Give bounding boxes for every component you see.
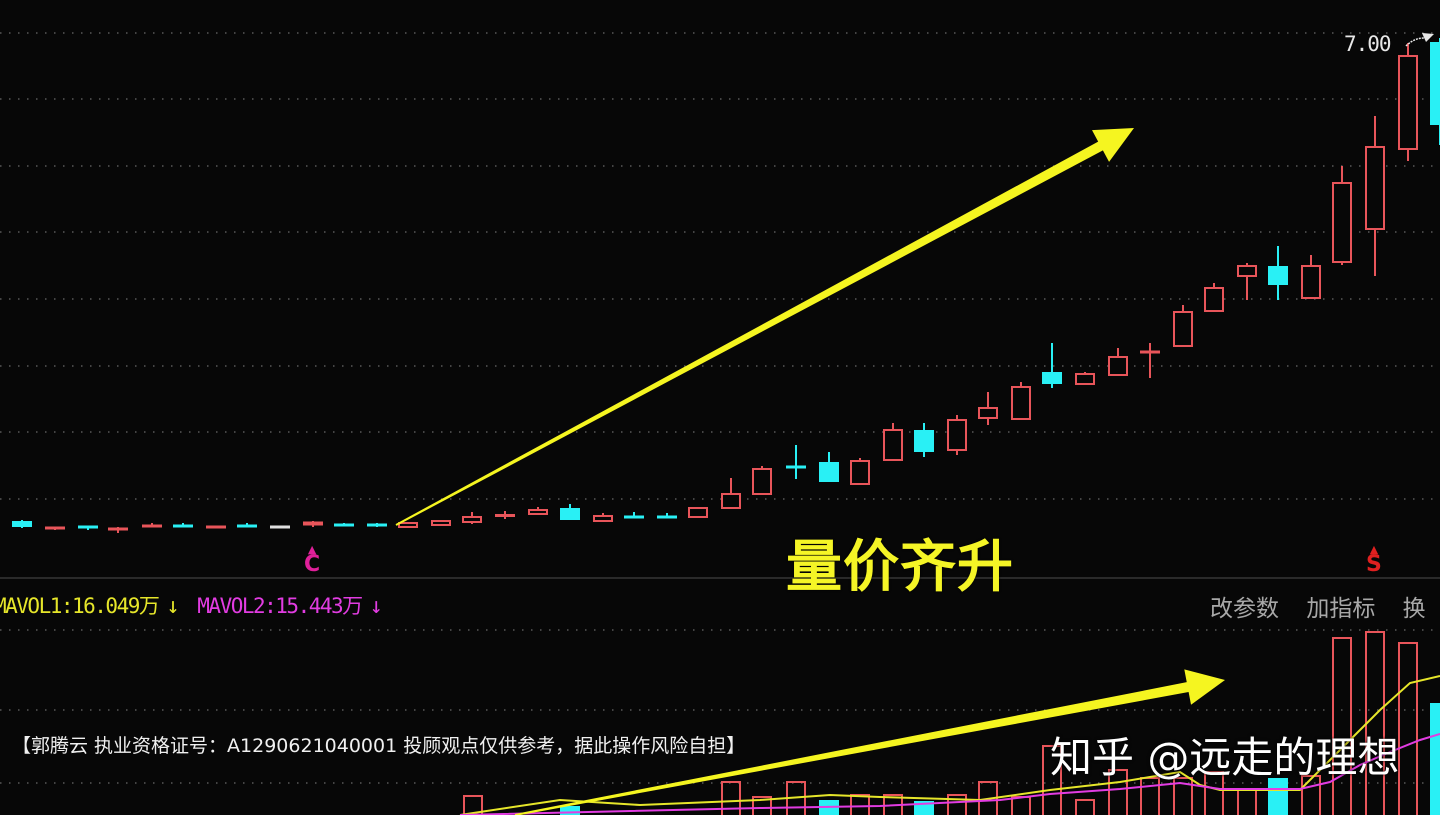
trend-arrows bbox=[395, 128, 1225, 815]
candle bbox=[462, 512, 482, 524]
candle bbox=[1398, 43, 1418, 161]
buy-marker-c[interactable]: ▲ C bbox=[304, 543, 321, 577]
candle bbox=[883, 423, 903, 461]
candle bbox=[367, 523, 387, 527]
volume-legend: MAVOL1:16.049万 ↓ MAVOL2:15.443万 ↓ bbox=[0, 590, 383, 620]
trend-arrow-icon bbox=[395, 128, 1134, 526]
candle bbox=[1430, 38, 1440, 145]
volume-ma-lines bbox=[459, 675, 1440, 815]
trend-arrow-icon bbox=[514, 669, 1225, 815]
candle bbox=[334, 523, 354, 527]
volume-bar bbox=[1011, 796, 1031, 815]
marker-up-icon: ▲ bbox=[1369, 543, 1379, 556]
candle bbox=[78, 525, 98, 530]
mavol2-value: MAVOL2:15.443万 bbox=[197, 594, 363, 618]
mavol1-line bbox=[459, 675, 1440, 815]
candle bbox=[786, 445, 806, 479]
candle bbox=[1075, 372, 1095, 385]
candle bbox=[688, 507, 708, 518]
candle bbox=[1204, 283, 1224, 312]
candle bbox=[45, 526, 65, 530]
candle bbox=[108, 527, 128, 533]
candle bbox=[1011, 382, 1031, 420]
volume-bar bbox=[463, 795, 483, 815]
volume-bar bbox=[1268, 778, 1288, 815]
volume-bar bbox=[1173, 777, 1193, 815]
volume-bar bbox=[1075, 799, 1095, 815]
switch-button[interactable]: 换 bbox=[1402, 596, 1426, 622]
volume-bar bbox=[1108, 769, 1128, 815]
volume-bar bbox=[1430, 703, 1440, 815]
volume-bar bbox=[850, 794, 870, 815]
marker-label: C bbox=[304, 552, 321, 577]
candle bbox=[560, 504, 580, 520]
volume-bar bbox=[1204, 771, 1224, 815]
candle bbox=[593, 513, 613, 522]
marker-label: S bbox=[1366, 552, 1382, 577]
candle bbox=[752, 466, 772, 495]
headline-annotation: 量价齐升 bbox=[786, 535, 1014, 600]
candle bbox=[237, 523, 257, 528]
candle bbox=[1268, 246, 1288, 300]
sell-marker-s[interactable]: ▲ S bbox=[1366, 543, 1382, 577]
candle bbox=[495, 511, 515, 519]
candle bbox=[270, 525, 290, 529]
candle bbox=[398, 522, 418, 528]
candle bbox=[1140, 343, 1160, 378]
candlesticks bbox=[12, 38, 1440, 533]
volume-bar bbox=[1237, 789, 1257, 815]
volume-bar bbox=[786, 781, 806, 815]
modify-params-button[interactable]: 改参数 bbox=[1210, 596, 1279, 622]
candle bbox=[819, 452, 839, 482]
watermark: 知乎 @远走的理想 bbox=[1050, 733, 1400, 782]
down-arrow-icon: ↓ bbox=[166, 594, 179, 619]
add-indicator-button[interactable]: 加指标 bbox=[1306, 596, 1376, 622]
candle bbox=[1173, 305, 1193, 347]
volume-bar bbox=[721, 781, 741, 815]
candle bbox=[1332, 166, 1352, 265]
max-price-label: 7.00 bbox=[1344, 32, 1392, 56]
volume-bar bbox=[947, 794, 967, 815]
candle bbox=[914, 423, 934, 457]
volume-bar bbox=[1365, 631, 1385, 815]
candle bbox=[1301, 255, 1321, 299]
volume-bar bbox=[883, 794, 903, 815]
candle bbox=[1237, 263, 1257, 300]
candle bbox=[657, 513, 677, 519]
indicator-toolbar: 改参数 加指标 换 bbox=[1210, 589, 1440, 623]
candle bbox=[978, 392, 998, 425]
candle bbox=[624, 512, 644, 519]
volume-bar bbox=[560, 806, 580, 815]
price-top-arrow-icon bbox=[1405, 33, 1434, 47]
volume-bar bbox=[1042, 745, 1062, 815]
candle bbox=[206, 525, 226, 529]
candle bbox=[142, 523, 162, 528]
volume-bar bbox=[1332, 637, 1352, 815]
candle bbox=[1365, 116, 1385, 276]
candle bbox=[1108, 348, 1128, 376]
volume-bar bbox=[1398, 642, 1418, 815]
candle bbox=[1042, 343, 1062, 388]
grid-lines bbox=[0, 32, 1440, 784]
marker-up-icon: ▲ bbox=[307, 543, 317, 556]
down-arrow-icon: ↓ bbox=[369, 594, 383, 619]
candle bbox=[947, 415, 967, 455]
candle bbox=[173, 523, 193, 528]
disclaimer-text: 【郭腾云 执业资格证号：A1290621040001 投顾观点仅供参考，据此操作… bbox=[12, 735, 746, 757]
mavol2-line bbox=[459, 733, 1440, 815]
candle bbox=[12, 520, 32, 528]
candle bbox=[431, 520, 451, 526]
candle bbox=[528, 507, 548, 515]
candle bbox=[721, 478, 741, 509]
mavol1-value: MAVOL1:16.049万 bbox=[0, 594, 160, 618]
volume-bar bbox=[1301, 775, 1321, 815]
candle bbox=[303, 521, 323, 527]
candle bbox=[850, 458, 870, 485]
